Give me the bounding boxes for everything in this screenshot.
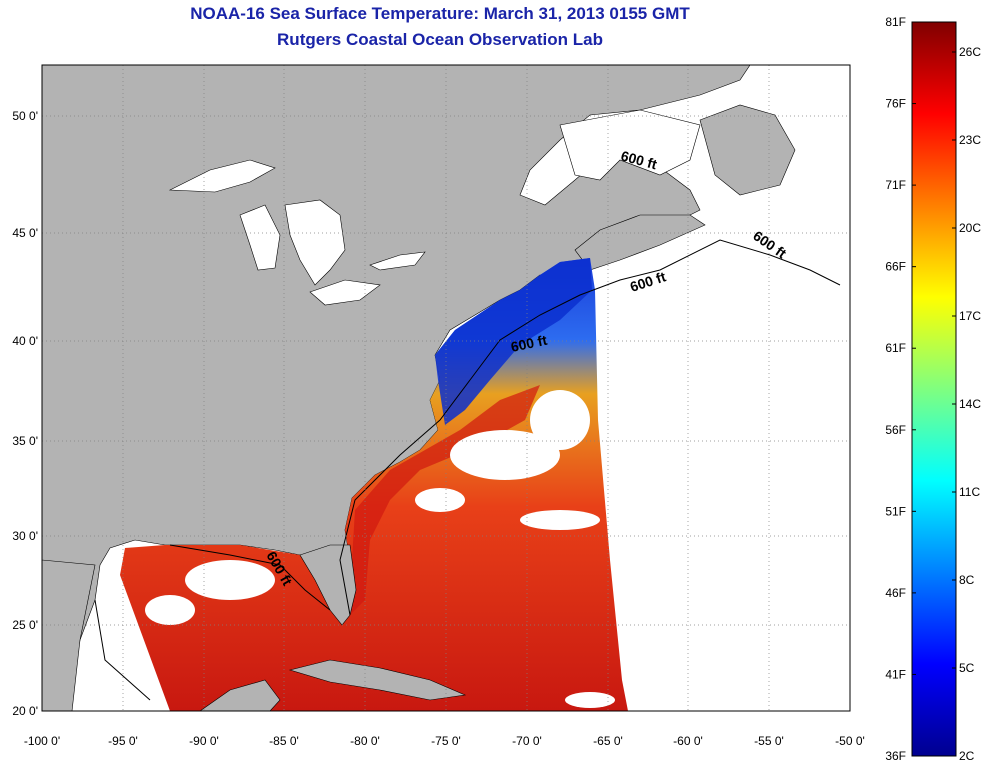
gulf-of-st-lawrence — [559, 109, 701, 181]
y-tick-label: 35 0' — [12, 434, 38, 448]
colorbar-celsius-label: 20C — [959, 221, 981, 235]
great-lakes — [168, 159, 426, 306]
map-subtitle: Rutgers Coastal Ocean Observation Lab — [277, 30, 603, 49]
colorbar-celsius-label: 8C — [959, 573, 975, 587]
colorbar-fahrenheit-label: 51F — [885, 504, 906, 518]
isobath-600ft — [94, 239, 841, 701]
y-tick-label: 25 0' — [12, 618, 38, 632]
y-tick-label: 20 0' — [12, 704, 38, 718]
colorbar — [911, 21, 957, 757]
colorbar-celsius-label: 14C — [959, 397, 981, 411]
x-tick-label: -100 0' — [24, 734, 60, 748]
colorbar-fahrenheit-label: 41F — [885, 667, 906, 681]
colorbar-celsius-label: 26C — [959, 45, 981, 59]
x-tick-label: -55 0' — [754, 734, 784, 748]
land-cuba — [288, 659, 467, 701]
x-tick-label: -90 0' — [189, 734, 219, 748]
colorbar-celsius-label: 17C — [959, 309, 981, 323]
x-tick-label: -60 0' — [673, 734, 703, 748]
land-mexico — [42, 559, 281, 711]
x-axis-ticks: -100 0' -95 0' -90 0' -85 0' -80 0' -75 0' -70… — [24, 734, 865, 748]
y-tick-label: 30 0' — [12, 529, 38, 543]
x-tick-label: -75 0' — [431, 734, 461, 748]
cold-shelf-water — [435, 258, 592, 425]
y-tick-label: 50 0' — [12, 109, 38, 123]
y-tick-label: 45 0' — [12, 226, 38, 240]
isobath-label: 600 ft — [509, 332, 548, 355]
y-axis-ticks: 50 0' 45 0' 40 0' 35 0' 30 0' 25 0' 20 0' — [12, 109, 38, 718]
colorbar-fahrenheit-label: 66F — [885, 260, 906, 274]
plot-frame — [41, 64, 851, 712]
colorbar-fahrenheit-label: 76F — [885, 97, 906, 111]
colorbar-celsius-labels: 26C 23C 20C 17C 14C 11C 8C 5C 2C — [952, 45, 981, 763]
colorbar-fahrenheit-label: 46F — [885, 586, 906, 600]
land-nova-scotia — [574, 214, 706, 271]
colorbar-fahrenheit-label: 81F — [885, 15, 906, 29]
colorbar-fahrenheit-label: 56F — [885, 423, 906, 437]
colorbar-celsius-label: 23C — [959, 133, 981, 147]
colorbar-celsius-label: 5C — [959, 661, 975, 675]
colorbar-fahrenheit-label: 71F — [885, 178, 906, 192]
y-tick-label: 40 0' — [12, 334, 38, 348]
x-tick-label: -65 0' — [593, 734, 623, 748]
lat-lon-grid — [42, 65, 850, 711]
x-tick-label: -80 0' — [350, 734, 380, 748]
map-title: NOAA-16 Sea Surface Temperature: March 3… — [190, 4, 690, 23]
x-tick-label: -70 0' — [512, 734, 542, 748]
x-tick-label: -95 0' — [108, 734, 138, 748]
colorbar-fahrenheit-labels: 81F 76F 71F 66F 61F 56F 51F 46F 41F 36F — [885, 15, 916, 763]
colorbar-celsius-label: 2C — [959, 749, 975, 763]
colorbar-fahrenheit-label: 36F — [885, 749, 906, 763]
colorbar-celsius-label: 11C — [959, 485, 980, 499]
x-tick-label: -50 0' — [835, 734, 865, 748]
x-tick-label: -85 0' — [269, 734, 299, 748]
land-newfoundland — [699, 104, 796, 196]
gulf-stream — [350, 385, 540, 615]
colorbar-fahrenheit-label: 61F — [885, 341, 906, 355]
cloud-patches — [145, 390, 615, 708]
